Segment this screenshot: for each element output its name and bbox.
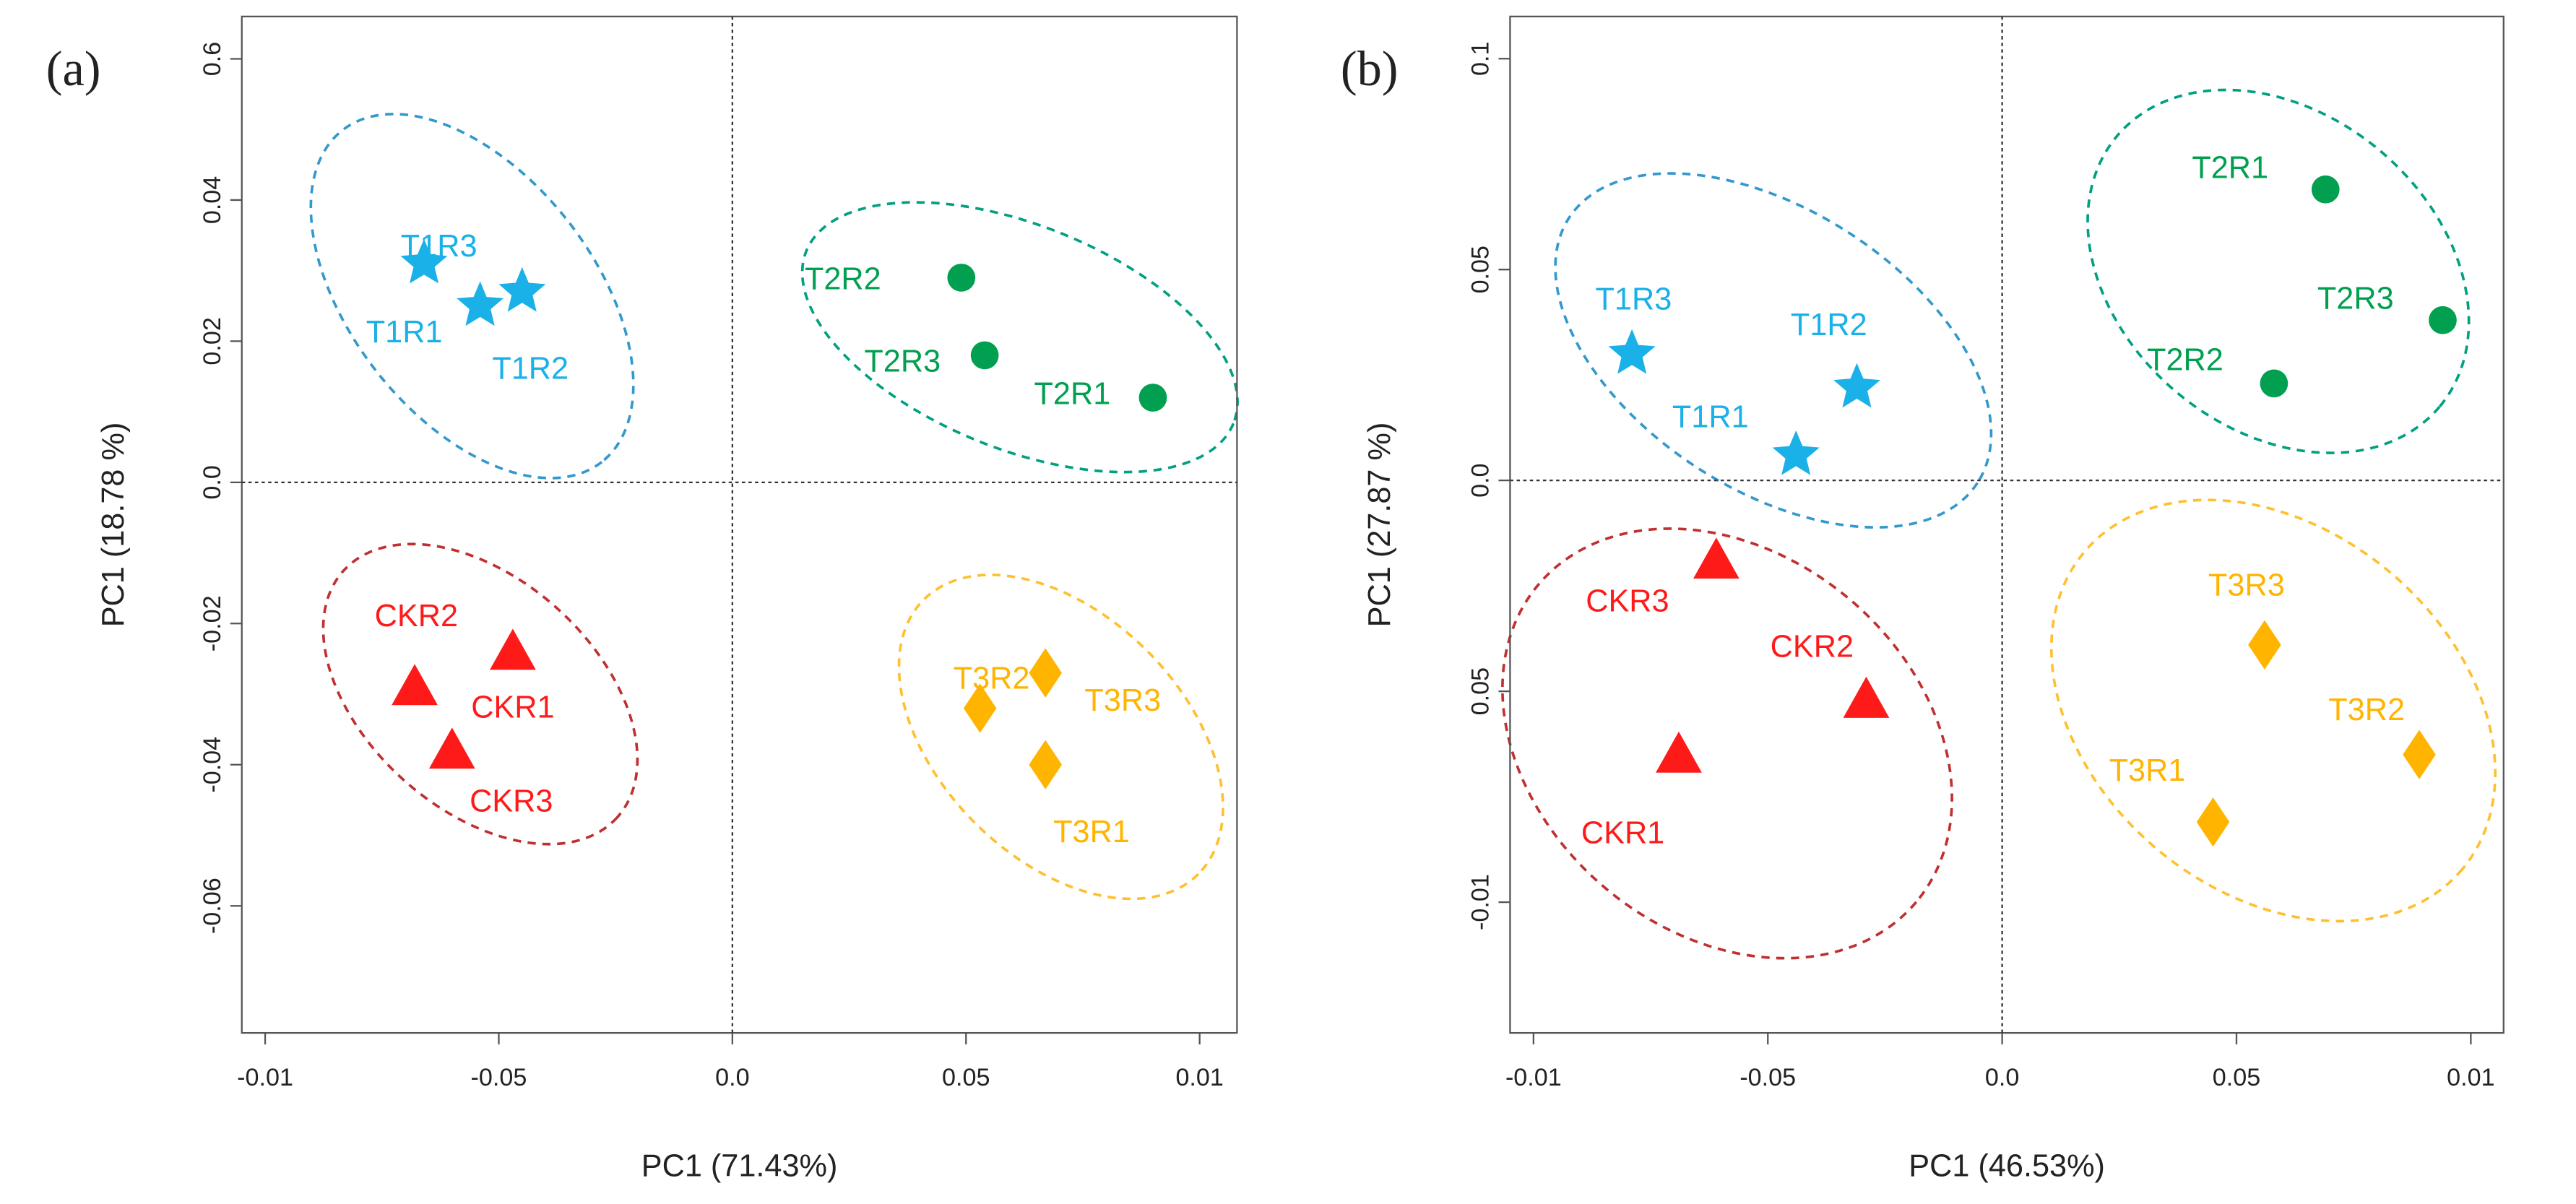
y-tick-label: 0.05 xyxy=(1467,246,1495,293)
point xyxy=(1608,329,1656,374)
y-tick-label: 0.04 xyxy=(199,176,226,224)
y-tick-label: -0.06 xyxy=(199,878,226,934)
point-label: T1R3 xyxy=(401,229,477,264)
point-label: T1R1 xyxy=(1672,399,1749,434)
y-tick-label: 0.05 xyxy=(1467,667,1495,715)
cluster-ellipse xyxy=(321,542,639,846)
point-label: CKR3 xyxy=(1586,584,1669,619)
point xyxy=(1843,676,1890,718)
x-tick-label: 0.05 xyxy=(942,1064,990,1091)
point-label: T1R2 xyxy=(492,352,569,386)
y-axis-label: PC1 (18.78 %) xyxy=(96,423,131,628)
x-tick-label: -0.05 xyxy=(471,1064,527,1091)
point xyxy=(1029,740,1062,789)
plot-frame xyxy=(241,15,1238,1034)
point-label: T2R2 xyxy=(805,261,881,296)
y-tick-label: -0.04 xyxy=(199,737,226,793)
x-axis-label: PC1 (71.43%) xyxy=(641,1148,838,1183)
x-tick-label: 0.01 xyxy=(1175,1064,1223,1091)
cluster-ellipse xyxy=(1501,527,1953,960)
point-label: T3R3 xyxy=(1084,683,1161,718)
point xyxy=(1656,731,1702,773)
point xyxy=(1138,384,1167,412)
point-label: CKR1 xyxy=(471,690,554,725)
point-label: T1R1 xyxy=(366,315,443,350)
x-tick-label: 0.0 xyxy=(715,1064,749,1091)
point-label: T3R2 xyxy=(954,661,1030,696)
point xyxy=(963,683,997,733)
point xyxy=(947,264,976,292)
y-tick-label: 0.0 xyxy=(199,465,226,499)
point-label: CKR2 xyxy=(375,599,458,633)
cluster-ellipse xyxy=(2086,88,2471,454)
x-tick-label: 0.01 xyxy=(2447,1064,2494,1091)
point-label: T2R1 xyxy=(2192,150,2268,185)
x-tick-label: 0.05 xyxy=(2213,1064,2260,1091)
point xyxy=(1693,537,1739,579)
point-label: T3R2 xyxy=(2328,693,2405,727)
x-tick-label: -0.01 xyxy=(237,1064,293,1091)
cluster-ellipse xyxy=(800,201,1239,474)
point xyxy=(1029,648,1062,698)
point-label: T3R1 xyxy=(2109,753,2186,788)
point xyxy=(2248,620,2281,670)
point xyxy=(457,281,504,326)
point xyxy=(392,664,438,706)
x-tick-label: -0.01 xyxy=(1505,1064,1562,1091)
cluster-ellipse xyxy=(1554,172,1993,529)
point xyxy=(400,238,448,284)
point-label: T2R3 xyxy=(864,345,941,379)
point xyxy=(498,267,546,312)
point-label: T2R3 xyxy=(2317,281,2394,316)
cluster-ellipse xyxy=(897,573,1224,901)
point xyxy=(2196,797,2230,847)
y-tick-label: 0.6 xyxy=(199,42,226,76)
point xyxy=(1833,363,1880,408)
point xyxy=(2429,306,2457,334)
point xyxy=(2260,369,2288,398)
point-label: T3R1 xyxy=(1053,815,1130,849)
y-tick-label: -0.02 xyxy=(199,595,226,651)
point-label: T3R3 xyxy=(2208,568,2285,603)
point-label: T2R2 xyxy=(2147,343,2223,378)
x-tick-label: 0.0 xyxy=(1985,1064,2019,1091)
panel-label: (b) xyxy=(1341,41,1399,96)
y-tick-label: -0.01 xyxy=(1467,874,1495,930)
point xyxy=(1772,430,1820,475)
point-label: CKR3 xyxy=(470,784,553,818)
point-label: T2R1 xyxy=(1034,377,1111,412)
cluster-ellipse xyxy=(309,113,635,480)
y-tick-label: 0.1 xyxy=(1467,41,1495,75)
point xyxy=(2403,729,2436,779)
x-axis-label: PC1 (46.53%) xyxy=(1909,1148,2105,1183)
y-tick-label: 0.0 xyxy=(1467,463,1495,497)
panel-label: (a) xyxy=(46,41,101,96)
y-tick-label: 0.02 xyxy=(199,317,226,365)
point-label: T1R2 xyxy=(1791,308,1867,342)
y-axis-label: PC1 (27.87 %) xyxy=(1362,423,1397,628)
point xyxy=(428,727,475,769)
point-label: CKR2 xyxy=(1771,630,1854,664)
cluster-ellipse xyxy=(2049,498,2497,923)
point-label: CKR1 xyxy=(1581,816,1664,851)
point xyxy=(2311,175,2340,204)
point xyxy=(970,341,999,370)
plot-frame xyxy=(1509,15,2504,1034)
point xyxy=(489,628,536,670)
x-tick-label: -0.05 xyxy=(1739,1064,1796,1091)
point-label: T1R3 xyxy=(1595,282,1672,317)
